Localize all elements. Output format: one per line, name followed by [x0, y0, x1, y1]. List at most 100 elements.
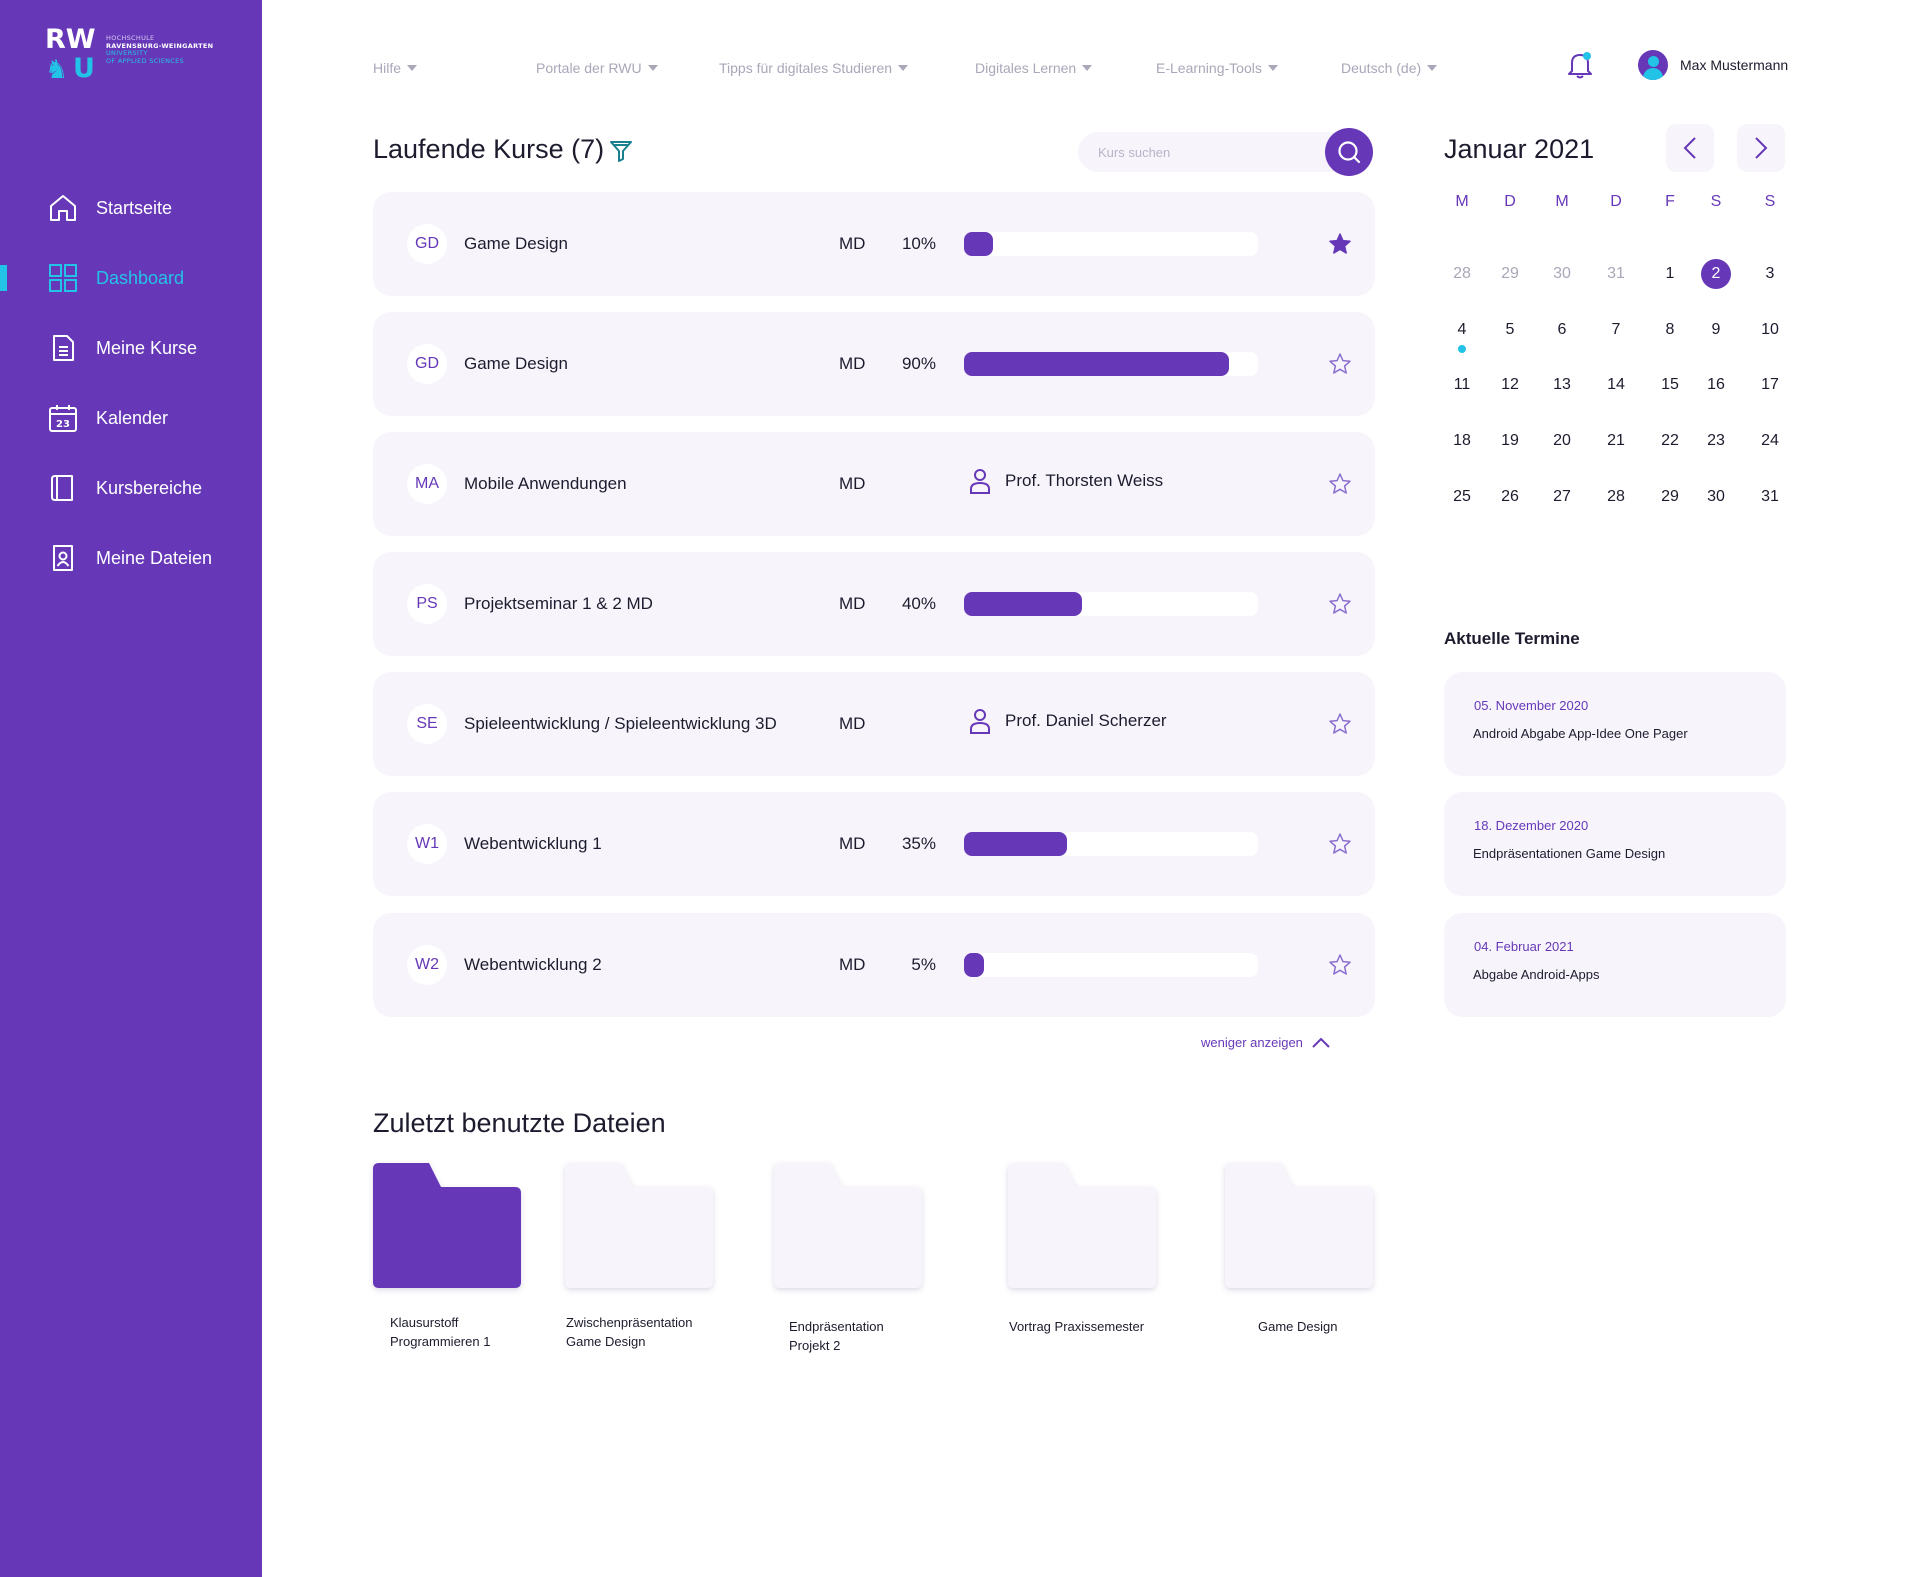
calendar-day[interactable]: 18: [1444, 426, 1480, 456]
course-professor[interactable]: Prof. Daniel Scherzer: [969, 708, 1167, 734]
calendar-day[interactable]: 3: [1752, 259, 1788, 289]
favorite-star-icon[interactable]: [1328, 953, 1352, 977]
calendar-day[interactable]: 31: [1752, 482, 1788, 512]
calendar-day[interactable]: 20: [1544, 426, 1580, 456]
favorite-star-icon[interactable]: [1328, 472, 1352, 496]
calendar-day[interactable]: 14: [1598, 370, 1634, 400]
course-card[interactable]: GD Game Design MD 10%: [373, 192, 1375, 296]
file-item[interactable]: Vortrag Praxissemester: [1008, 1163, 1156, 1334]
course-name[interactable]: Game Design: [464, 354, 568, 373]
favorite-star-icon[interactable]: [1328, 832, 1352, 856]
notification-bell-icon[interactable]: [1566, 50, 1594, 80]
logo-line-1: HOCHSCHULE: [106, 34, 155, 42]
calendar-day[interactable]: 6: [1544, 315, 1580, 345]
calendar-day[interactable]: 28: [1598, 482, 1634, 512]
calendar-day[interactable]: 13: [1544, 370, 1580, 400]
course-search-input[interactable]: [1078, 132, 1373, 172]
file-item[interactable]: Game Design: [1225, 1163, 1373, 1334]
sidebar: RW ♞ U HOCHSCHULE RAVENSBURG-WEINGARTEN …: [0, 0, 262, 1577]
calendar-day[interactable]: 24: [1752, 426, 1788, 456]
course-card[interactable]: W2 Webentwicklung 2 MD 5%: [373, 913, 1375, 1017]
calendar-month-title: Januar 2021: [1444, 134, 1595, 164]
course-professor[interactable]: Prof. Thorsten Weiss: [969, 468, 1163, 494]
course-name[interactable]: Projektseminar 1 & 2 MD: [464, 594, 653, 613]
file-item[interactable]: Klausurstoff Programmieren 1: [373, 1163, 521, 1349]
menu-label: Deutsch (de): [1341, 60, 1422, 76]
calendar-day[interactable]: 1: [1652, 259, 1688, 289]
calendar-day[interactable]: 4: [1444, 315, 1480, 353]
menu-e-learning-tools[interactable]: E-Learning-Tools: [1156, 60, 1278, 76]
course-name[interactable]: Game Design: [464, 234, 568, 253]
event-card[interactable]: 05. November 2020 Android Abgabe App-Ide…: [1444, 672, 1786, 776]
day-number: 9: [1711, 321, 1721, 338]
rwu-logo[interactable]: RW ♞ U HOCHSCHULE RAVENSBURG-WEINGARTEN …: [45, 26, 230, 86]
calendar-day[interactable]: 26: [1492, 482, 1528, 512]
course-name[interactable]: Mobile Anwendungen: [464, 474, 627, 493]
event-text: Endpräsentationen Game Design: [1473, 846, 1666, 861]
menu-hilfe[interactable]: Hilfe: [373, 60, 418, 76]
sidebar-item-kursbereiche[interactable]: Kursbereiche: [0, 453, 262, 523]
course-card[interactable]: GD Game Design MD 90%: [373, 312, 1375, 416]
file-item[interactable]: Zwischenpräsentation Game Design: [565, 1163, 713, 1349]
course-card[interactable]: PS Projektseminar 1 & 2 MD MD 40%: [373, 552, 1375, 656]
calendar-day[interactable]: 5: [1492, 315, 1528, 345]
calendar-day[interactable]: 15: [1652, 370, 1688, 400]
calendar-day-today[interactable]: 2: [1698, 259, 1734, 289]
day-number: 21: [1607, 432, 1625, 449]
calendar-day[interactable]: 29: [1652, 482, 1688, 512]
course-card[interactable]: SE Spieleentwicklung / Spieleentwicklung…: [373, 672, 1375, 776]
favorite-star-icon[interactable]: [1328, 232, 1352, 256]
file-item[interactable]: Endpräsentation Projekt 2: [774, 1163, 922, 1353]
calendar-day[interactable]: 30: [1544, 259, 1580, 289]
calendar-day[interactable]: 23: [1698, 426, 1734, 456]
sidebar-item-startseite[interactable]: Startseite: [0, 173, 262, 243]
calendar-day[interactable]: 17: [1752, 370, 1788, 400]
calendar-day[interactable]: 30: [1698, 482, 1734, 512]
course-department: MD: [839, 955, 866, 974]
event-card[interactable]: 04. Februar 2021 Abgabe Android-Apps: [1444, 913, 1786, 1017]
course-badge: W2: [407, 945, 447, 985]
favorite-star-icon[interactable]: [1328, 352, 1352, 376]
calendar-day[interactable]: 9: [1698, 315, 1734, 345]
sidebar-item-meine-dateien[interactable]: Meine Dateien: [0, 523, 262, 593]
calendar-day[interactable]: 8: [1652, 315, 1688, 345]
calendar-day[interactable]: 22: [1652, 426, 1688, 456]
menu-digitales-lernen[interactable]: Digitales Lernen: [975, 60, 1093, 76]
favorite-star-icon[interactable]: [1328, 712, 1352, 736]
event-dot: [1458, 345, 1466, 353]
calendar-next-button[interactable]: [1737, 124, 1785, 172]
day-number: 7: [1611, 321, 1621, 338]
calendar-day[interactable]: 21: [1598, 426, 1634, 456]
course-card[interactable]: W1 Webentwicklung 1 MD 35%: [373, 792, 1375, 896]
calendar-day[interactable]: 19: [1492, 426, 1528, 456]
menu-tipps[interactable]: Tipps für digitales Studieren: [719, 60, 909, 76]
user-menu[interactable]: Max Mustermann: [1638, 50, 1788, 80]
course-name[interactable]: Spieleentwicklung / Spieleentwicklung 3D: [464, 714, 777, 733]
sidebar-item-dashboard[interactable]: Dashboard: [0, 243, 262, 313]
calendar-day[interactable]: 27: [1544, 482, 1580, 512]
course-card[interactable]: MA Mobile Anwendungen MD Prof. Thorsten …: [373, 432, 1375, 536]
course-name[interactable]: Webentwicklung 2: [464, 955, 602, 974]
sidebar-item-meine-kurse[interactable]: Meine Kurse: [0, 313, 262, 383]
file-name-line: Game Design: [566, 1334, 646, 1349]
calendar-day[interactable]: 11: [1444, 370, 1480, 400]
menu-language[interactable]: Deutsch (de): [1341, 60, 1438, 76]
calendar-day[interactable]: 16: [1698, 370, 1734, 400]
course-name[interactable]: Webentwicklung 1: [464, 834, 602, 853]
calendar-day[interactable]: 12: [1492, 370, 1528, 400]
calendar-day[interactable]: 31: [1598, 259, 1634, 289]
sidebar-item-kalender[interactable]: 23 Kalender: [0, 383, 262, 453]
calendar-day[interactable]: 7: [1598, 315, 1634, 345]
menu-portale[interactable]: Portale der RWU: [536, 60, 658, 76]
event-card[interactable]: 18. Dezember 2020 Endpräsentationen Game…: [1444, 792, 1786, 896]
calendar-day[interactable]: 28: [1444, 259, 1480, 289]
calendar-day[interactable]: 10: [1752, 315, 1788, 345]
calendar-prev-button[interactable]: [1666, 124, 1714, 172]
day-number: 26: [1501, 488, 1519, 505]
calendar-day[interactable]: 29: [1492, 259, 1528, 289]
show-less-button[interactable]: weniger anzeigen: [1201, 1035, 1331, 1050]
favorite-star-icon[interactable]: [1328, 592, 1352, 616]
search-button[interactable]: [1325, 128, 1373, 176]
filter-icon[interactable]: [609, 139, 633, 163]
calendar-day[interactable]: 25: [1444, 482, 1480, 512]
